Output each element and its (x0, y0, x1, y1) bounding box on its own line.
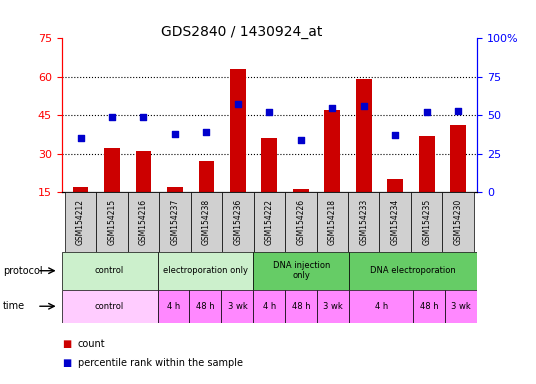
Bar (411, 192, 442, 252)
Point (296, 137, 305, 143)
Text: GSM154215: GSM154215 (108, 199, 116, 245)
Text: electroporation only: electroporation only (163, 266, 248, 275)
Text: GSM154218: GSM154218 (328, 199, 337, 245)
Point (234, 101, 242, 108)
Bar (254, 252, 349, 290)
Bar (349, 290, 413, 323)
Point (76, 135, 85, 141)
Text: GSM154230: GSM154230 (453, 199, 463, 245)
Text: GSM154233: GSM154233 (359, 199, 368, 245)
Bar (293, 189, 309, 192)
Bar (73, 187, 88, 192)
Bar (419, 136, 435, 192)
Point (391, 132, 399, 138)
Text: GSM154216: GSM154216 (139, 199, 148, 245)
Bar (317, 290, 349, 323)
Text: 48 h: 48 h (420, 302, 438, 311)
Bar (254, 192, 285, 252)
Point (170, 131, 179, 137)
Point (108, 114, 116, 120)
Text: GSM154235: GSM154235 (422, 199, 431, 245)
Text: control: control (95, 302, 124, 311)
Bar (285, 290, 317, 323)
Bar (167, 187, 183, 192)
Point (360, 103, 368, 109)
Text: GSM154212: GSM154212 (76, 199, 85, 245)
Text: control: control (95, 266, 124, 275)
Bar (222, 192, 254, 252)
Point (139, 114, 148, 120)
Text: 48 h: 48 h (196, 302, 215, 311)
Bar (136, 151, 151, 192)
Text: 4 h: 4 h (263, 302, 276, 311)
Bar (349, 252, 477, 290)
Text: 4 h: 4 h (375, 302, 388, 311)
Point (454, 108, 463, 114)
Text: GSM154222: GSM154222 (265, 199, 274, 245)
Bar (158, 252, 254, 290)
Bar (317, 192, 348, 252)
Bar (445, 290, 477, 323)
Text: 4 h: 4 h (167, 302, 180, 311)
Bar (442, 192, 474, 252)
Bar (62, 252, 158, 290)
Bar (128, 192, 159, 252)
Text: GSM154238: GSM154238 (202, 199, 211, 245)
Bar (262, 138, 277, 192)
Bar (221, 290, 254, 323)
Text: 48 h: 48 h (292, 302, 310, 311)
Text: GDS2840 / 1430924_at: GDS2840 / 1430924_at (160, 25, 322, 39)
Bar (158, 290, 189, 323)
Bar (450, 126, 466, 192)
Bar (104, 149, 120, 192)
Bar (379, 192, 411, 252)
Text: GSM154236: GSM154236 (233, 199, 242, 245)
Bar (189, 290, 221, 323)
Bar (348, 192, 379, 252)
Text: count: count (78, 339, 106, 349)
Text: 3 wk: 3 wk (227, 302, 247, 311)
Bar (324, 110, 340, 192)
Bar (159, 192, 191, 252)
Bar (254, 290, 285, 323)
Text: percentile rank within the sample: percentile rank within the sample (78, 358, 243, 368)
Text: ■: ■ (62, 358, 71, 368)
Bar (285, 192, 317, 252)
Bar (413, 290, 445, 323)
Point (328, 104, 337, 111)
Text: protocol: protocol (3, 266, 42, 276)
Text: DNA injection
only: DNA injection only (273, 261, 330, 280)
Text: ■: ■ (62, 339, 71, 349)
Point (265, 109, 274, 115)
Bar (96, 192, 128, 252)
Text: GSM154237: GSM154237 (170, 199, 180, 245)
Bar (62, 290, 158, 323)
Bar (356, 79, 371, 192)
Text: GSM154234: GSM154234 (391, 199, 400, 245)
Bar (191, 192, 222, 252)
Bar (230, 69, 245, 192)
Bar (198, 161, 214, 192)
Text: 3 wk: 3 wk (323, 302, 343, 311)
Point (202, 129, 211, 135)
Text: DNA electroporation: DNA electroporation (370, 266, 456, 275)
Bar (388, 179, 403, 192)
Text: 3 wk: 3 wk (451, 302, 471, 311)
Text: time: time (3, 301, 25, 311)
Text: GSM154226: GSM154226 (296, 199, 306, 245)
Bar (65, 192, 96, 252)
Point (422, 109, 431, 115)
